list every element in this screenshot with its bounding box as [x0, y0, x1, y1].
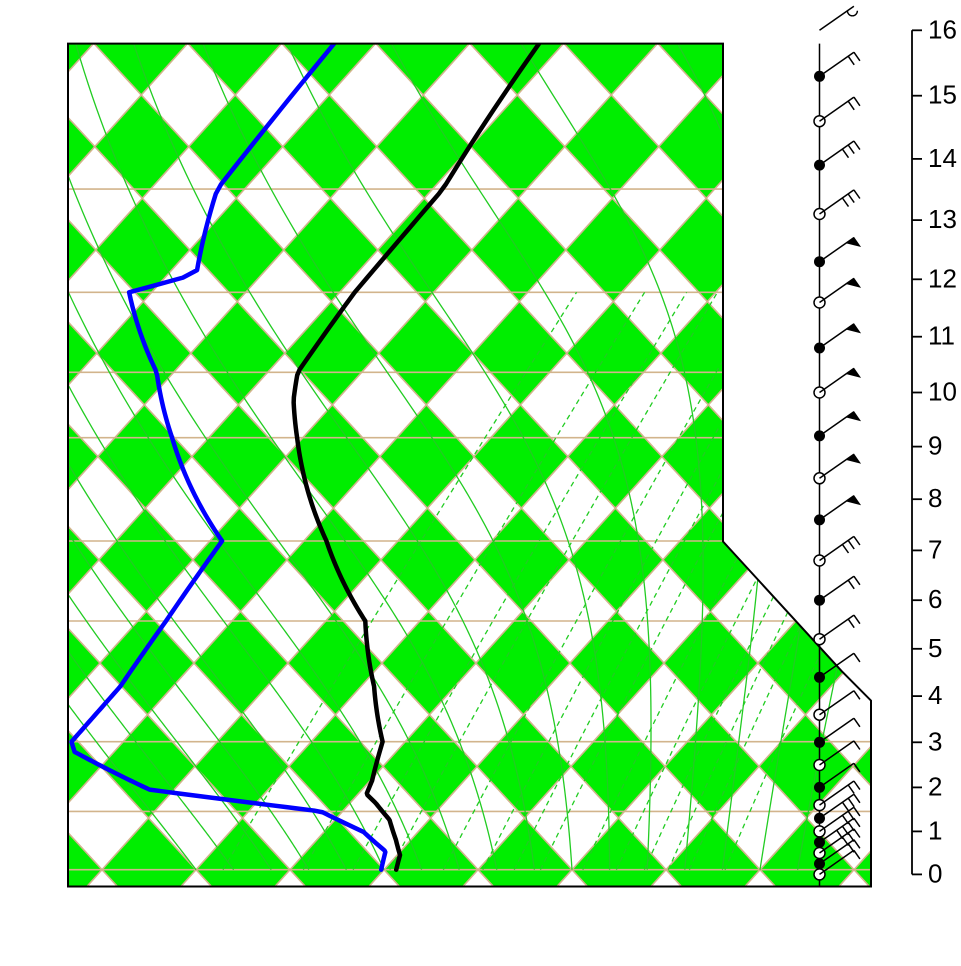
svg-text:14: 14: [928, 143, 957, 173]
svg-text:3: 3: [928, 726, 942, 756]
svg-text:5: 5: [928, 633, 942, 663]
svg-text:4: 4: [928, 680, 942, 710]
svg-text:13: 13: [928, 204, 957, 234]
svg-text:10: 10: [928, 377, 957, 407]
svg-text:12: 12: [928, 263, 957, 293]
svg-text:11: 11: [928, 321, 955, 351]
svg-text:8: 8: [928, 483, 942, 513]
svg-text:1: 1: [928, 815, 942, 845]
svg-text:6: 6: [928, 584, 942, 614]
svg-text:16: 16: [928, 14, 957, 44]
svg-text:7: 7: [928, 534, 942, 564]
svg-text:2: 2: [928, 771, 942, 801]
svg-text:15: 15: [928, 80, 957, 110]
svg-text:0: 0: [928, 858, 942, 888]
svg-text:9: 9: [928, 431, 942, 461]
